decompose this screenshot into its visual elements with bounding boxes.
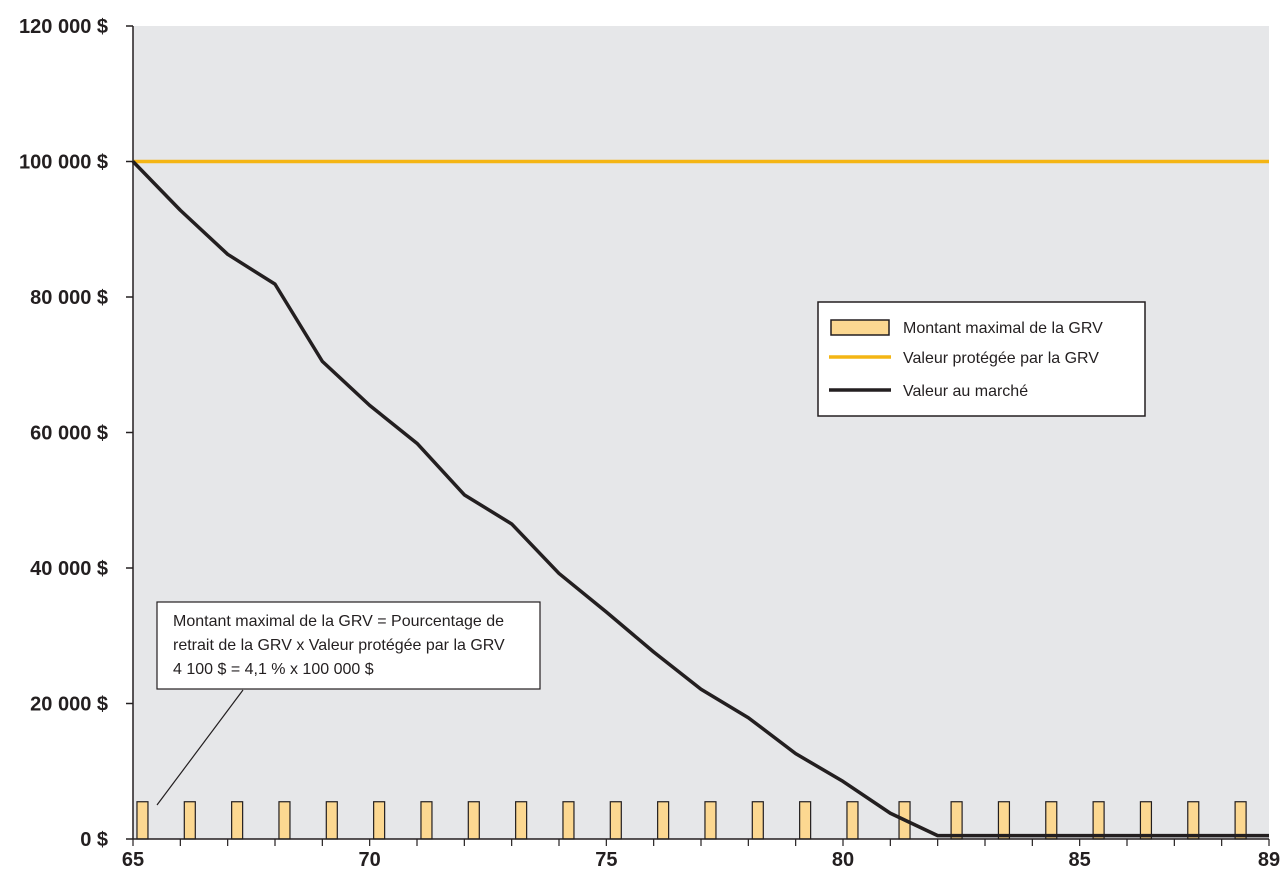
bar-max-amount <box>515 801 528 840</box>
x-tick-label: 85 <box>1069 849 1091 871</box>
y-tick-label: 40 000 $ <box>30 558 108 580</box>
line-market-value <box>131 160 1269 838</box>
bar-max-amount <box>704 801 717 840</box>
y-tick-label: 0 $ <box>80 829 108 851</box>
bar-max-amount <box>278 801 291 840</box>
y-tick-label: 100 000 $ <box>19 152 108 174</box>
x-axis-ticks: 65 70 75 80 85 89 <box>122 839 1280 871</box>
bar-max-amount <box>657 801 670 840</box>
legend-label-max-amount: Montant maximal de la GRV <box>903 320 1103 337</box>
y-tick-label: 120 000 $ <box>19 16 108 38</box>
bar-max-amount <box>467 801 480 840</box>
annotation-line-2: retrait de la GRV x Valeur protégée par … <box>173 637 505 654</box>
y-tick-label: 20 000 $ <box>30 694 108 716</box>
bar-max-amount <box>373 801 386 840</box>
annotation: Montant maximal de la GRV = Pourcentage … <box>156 601 541 806</box>
y-axis-ticks: 0 $ 20 000 $ 40 000 $ 60 000 $ 80 000 $ 100 0… <box>19 16 133 851</box>
bar-max-amount <box>420 801 433 840</box>
annotation-leader-line <box>156 689 244 806</box>
x-tick-label: 75 <box>595 849 617 871</box>
bar-series <box>136 801 1247 840</box>
plot-area <box>133 26 1269 839</box>
bar-max-amount <box>1092 801 1105 840</box>
bar-max-amount <box>562 801 575 840</box>
legend-label-market-value: Valeur au marché <box>903 383 1028 400</box>
legend-swatch-bar <box>830 319 890 336</box>
bar-max-amount <box>325 801 338 840</box>
bar-max-amount <box>1187 801 1200 840</box>
bar-max-amount <box>950 801 963 840</box>
bar-max-amount <box>1045 801 1058 840</box>
bar-max-amount <box>1139 801 1153 840</box>
x-tick-label: 70 <box>359 849 381 871</box>
bar-max-amount <box>799 801 812 840</box>
x-tick-label: 65 <box>122 849 144 871</box>
bar-max-amount <box>846 801 859 840</box>
y-tick-label: 60 000 $ <box>30 423 108 445</box>
bar-max-amount <box>183 801 196 840</box>
annotation-line-3: 4 100 $ = 4,1 % x 100 000 $ <box>173 661 374 678</box>
annotation-line-1: Montant maximal de la GRV = Pourcentage … <box>173 613 504 630</box>
legend-label-protected-value: Valeur protégée par la GRV <box>903 350 1099 367</box>
bar-max-amount <box>997 801 1011 840</box>
y-tick-label: 80 000 $ <box>30 287 108 309</box>
bar-max-amount <box>1234 801 1247 840</box>
annotation-box <box>156 601 541 690</box>
x-tick-label: 80 <box>832 849 854 871</box>
line-series <box>131 159 1269 838</box>
bar-max-amount <box>136 801 149 840</box>
bar-max-amount <box>231 801 244 840</box>
x-tick-label: 89 <box>1258 849 1280 871</box>
legend: Montant maximal de la GRV Valeur protégé… <box>817 301 1146 417</box>
bar-max-amount <box>751 801 764 840</box>
bar-max-amount <box>609 801 622 840</box>
